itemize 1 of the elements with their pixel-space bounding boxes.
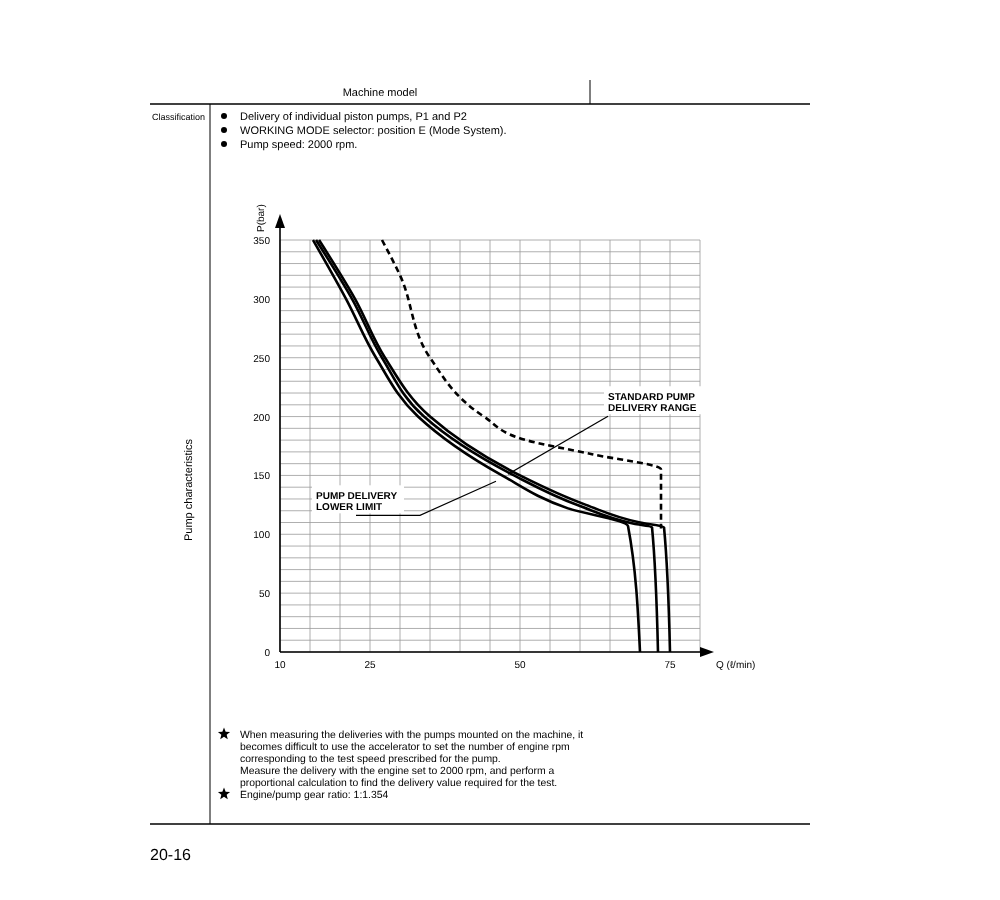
text: 20-16 (150, 846, 193, 864)
